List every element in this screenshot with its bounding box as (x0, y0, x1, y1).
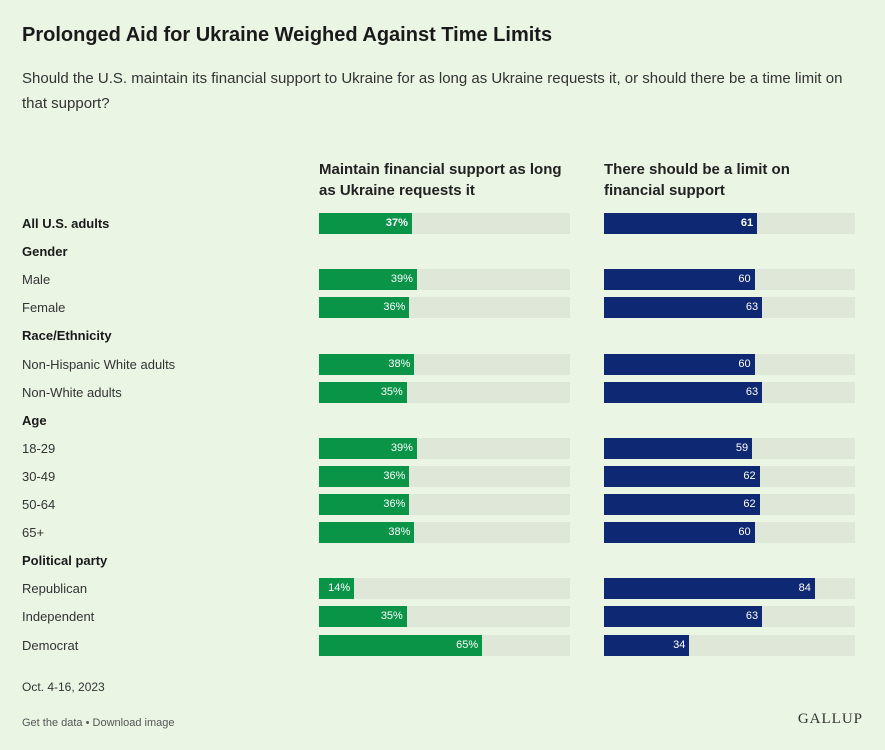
bar-limit: 62 (604, 494, 760, 515)
bar-track-maintain: 35% (319, 382, 570, 403)
row-label: Non-White adults (22, 385, 122, 400)
bar-maintain: 39% (319, 438, 417, 459)
group-label: Gender (22, 244, 68, 259)
footer-links: Get the data • Download image (22, 717, 174, 729)
bar-track-maintain: 36% (319, 466, 570, 487)
series-header-maintain: Maintain financial support as long as Uk… (319, 161, 562, 199)
bar-limit: 59 (604, 438, 753, 459)
bar-maintain: 14% (319, 578, 355, 599)
bar-maintain: 36% (319, 494, 410, 515)
bar-limit: 62 (604, 466, 760, 487)
bar-track-maintain: 36% (319, 297, 570, 318)
row-label: Female (22, 300, 66, 315)
bar-maintain: 39% (319, 269, 417, 290)
date-note: Oct. 4-16, 2023 (22, 680, 105, 694)
bar-track-maintain: 38% (319, 522, 570, 543)
group-label: Political party (22, 553, 108, 568)
gallup-logo: GALLUP (797, 711, 863, 727)
bar-track-maintain: 35% (319, 606, 570, 627)
row-label: Non-Hispanic White adults (22, 357, 176, 372)
bar-limit: 63 (604, 297, 763, 318)
get-data-link[interactable]: Get the data (22, 717, 83, 729)
bar-track-maintain: 14% (319, 578, 570, 599)
row-label: Republican (22, 581, 88, 596)
bar-limit: 61 (604, 213, 758, 234)
bar-track-maintain: 65% (319, 635, 570, 656)
bar-track-limit: 62 (604, 466, 855, 487)
bar-maintain: 65% (319, 635, 483, 656)
row-label: 65+ (22, 525, 45, 540)
bar-maintain: 35% (319, 606, 407, 627)
chart-subtitle: Should the U.S. maintain its financial s… (22, 70, 843, 112)
bar-track-limit: 84 (604, 578, 855, 599)
bar-track-limit: 60 (604, 354, 855, 375)
series-header-limit: There should be a limit on financial sup… (604, 161, 790, 199)
bar-limit: 84 (604, 578, 815, 599)
bar-track-limit: 62 (604, 494, 855, 515)
chart-title: Prolonged Aid for Ukraine Weighed Agains… (22, 24, 553, 46)
row-label: All U.S. adults (22, 216, 110, 231)
bar-limit: 60 (604, 354, 755, 375)
bar-track-limit: 61 (604, 213, 855, 234)
row-label: Independent (22, 609, 95, 624)
bar-track-maintain: 37% (319, 213, 570, 234)
bar-maintain: 35% (319, 382, 407, 403)
bar-maintain: 38% (319, 354, 415, 375)
download-image-link[interactable]: Download image (92, 717, 175, 729)
bar-track-limit: 63 (604, 606, 855, 627)
bar-track-limit: 63 (604, 297, 855, 318)
bar-track-limit: 59 (604, 438, 855, 459)
row-label: 18-29 (22, 441, 56, 456)
bar-maintain: 36% (319, 297, 410, 318)
bar-track-maintain: 39% (319, 438, 570, 459)
bar-limit: 63 (604, 606, 763, 627)
group-label: Age (22, 413, 47, 428)
bar-track-maintain: 38% (319, 354, 570, 375)
bar-limit: 60 (604, 269, 755, 290)
bar-track-maintain: 36% (319, 494, 570, 515)
bar-limit: 60 (604, 522, 755, 543)
bar-track-limit: 63 (604, 382, 855, 403)
row-label: Male (22, 272, 51, 287)
bar-limit: 34 (604, 635, 690, 656)
bar-track-limit: 34 (604, 635, 855, 656)
link-separator: • (85, 717, 90, 729)
row-label: 50-64 (22, 497, 56, 512)
bar-track-limit: 60 (604, 269, 855, 290)
bar-maintain: 38% (319, 522, 415, 543)
bar-track-maintain: 39% (319, 269, 570, 290)
row-label: Democrat (22, 638, 79, 653)
bar-maintain: 36% (319, 466, 410, 487)
group-label: Race/Ethnicity (22, 328, 112, 343)
bar-limit: 63 (604, 382, 763, 403)
bar-maintain: 37% (319, 213, 412, 234)
bar-track-limit: 60 (604, 522, 855, 543)
row-label: 30-49 (22, 469, 56, 484)
